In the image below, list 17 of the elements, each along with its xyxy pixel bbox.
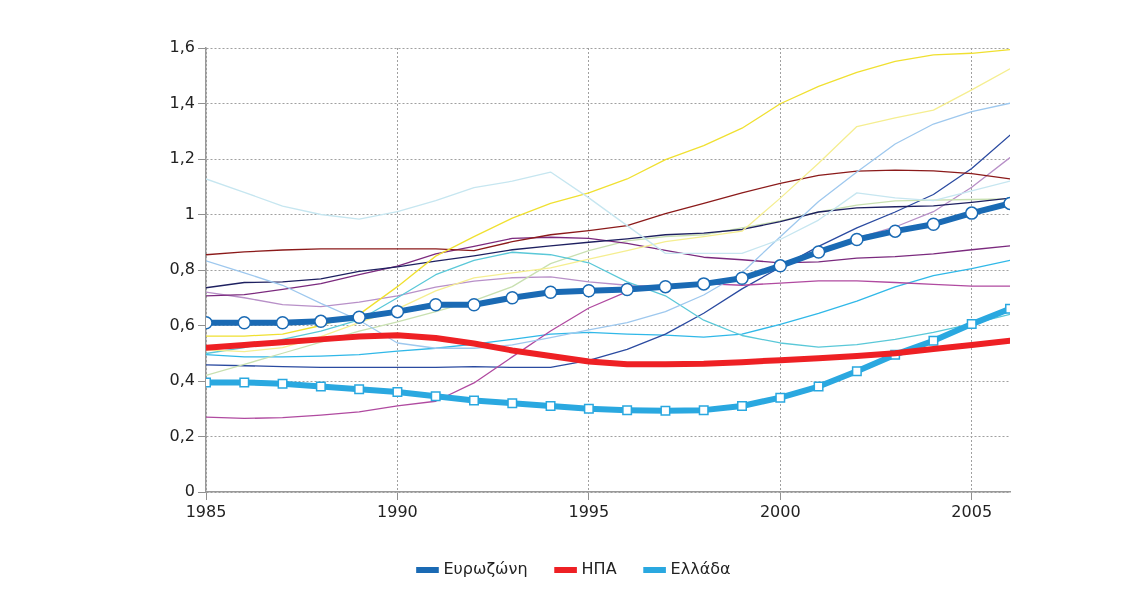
x-tick-label: 2000	[759, 501, 801, 521]
x-tick-label: 2005	[951, 501, 993, 521]
y-tick-label: 0	[184, 481, 195, 501]
y-tick-label: 1,4	[169, 92, 195, 112]
x-tick-label: 1995	[568, 501, 610, 521]
y-tick-label: 1	[184, 203, 195, 223]
y-tick-label: 0,6	[169, 314, 195, 334]
x-tick-label: 1985	[185, 501, 227, 521]
legend-label: ΗΠΑ	[581, 559, 617, 579]
y-tick-label: 1,6	[169, 37, 195, 57]
y-tick-label: 0,8	[169, 259, 195, 279]
y-tick-label: 0,2	[169, 425, 195, 445]
y-tick-label: 1,2	[169, 148, 195, 168]
legend-label: Ευρωζώνη	[443, 559, 528, 579]
x-tick-label: 1990	[377, 501, 418, 521]
legend-label: Ελλάδα	[670, 559, 731, 579]
y-tick-label: 0,4	[169, 370, 195, 390]
